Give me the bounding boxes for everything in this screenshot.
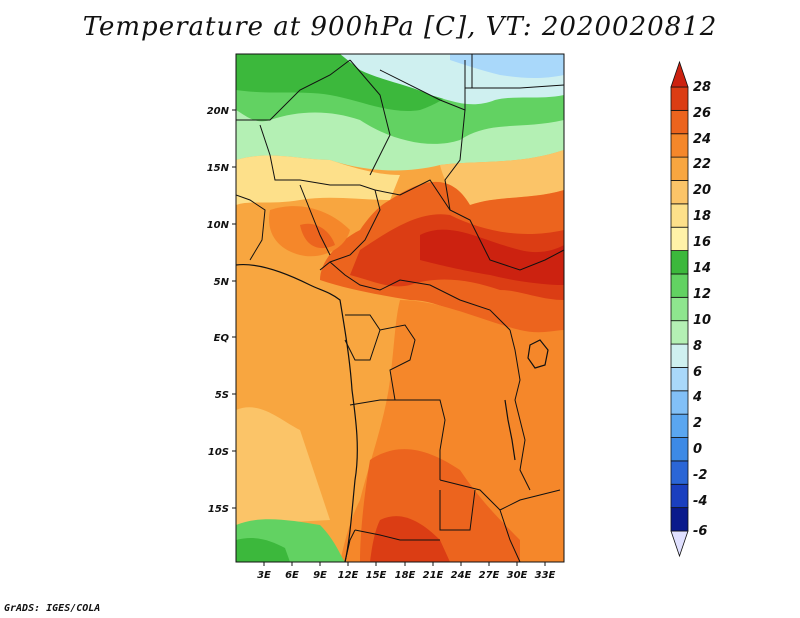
map-frame: [235, 53, 565, 563]
colorbar-label: 24: [693, 132, 711, 147]
latitude-axis: 20N 15N 10N 5N EQ 5S 10S 15S: [207, 106, 236, 515]
lon-label: 33E: [535, 570, 556, 581]
colorbar-label: 2: [693, 416, 702, 431]
colorbar-swatch: [670, 180, 689, 205]
colorbar-label: -4: [693, 494, 707, 509]
lat-label: 15N: [207, 163, 230, 174]
colorbar-label: -2: [693, 468, 707, 483]
lat-label: 5N: [214, 277, 230, 288]
temperature-field: [236, 54, 564, 562]
colorbar-label: 20: [693, 183, 711, 198]
lon-label: 24E: [451, 570, 472, 581]
colorbar-label: 28: [693, 80, 711, 95]
colorbar-label: 4: [692, 390, 702, 405]
colorbar-swatch: [670, 296, 689, 322]
colorbar-label: 8: [693, 339, 702, 354]
colorbar-swatch: [670, 507, 689, 532]
longitude-axis: 3E 6E 9E 12E 15E 18E 21E 24E 27E 30E 33E: [257, 562, 556, 581]
colorbar-swatch: [670, 437, 689, 462]
colorbar-label: 18: [693, 209, 711, 224]
lat-label: 10S: [208, 447, 229, 458]
colorbar-label: 26: [693, 106, 711, 121]
lon-label: 9E: [313, 570, 327, 581]
colorbar-swatch: [670, 86, 689, 111]
colorbar-swatch: [670, 390, 689, 415]
colorbar-label: 0: [693, 442, 702, 457]
colorbar-label: 6: [693, 365, 702, 380]
lat-label: 10N: [207, 220, 230, 231]
colorbar: 28 26 24 22 20 18 16 14 12 10 8 6 4 2 0 …: [670, 60, 711, 558]
colorbar-swatch: [670, 343, 689, 368]
colorbar-swatch: [670, 320, 689, 345]
lon-label: 21E: [423, 570, 444, 581]
lon-label: 3E: [257, 570, 271, 581]
lon-label: 30E: [507, 570, 528, 581]
lon-label: 18E: [395, 570, 416, 581]
lon-label: 27E: [479, 570, 500, 581]
lat-label: EQ: [214, 333, 230, 344]
colorbar-label: -6: [693, 524, 707, 539]
lat-label: 15S: [208, 504, 229, 515]
map-title: Temperature at 900hPa [C], VT: 202002081…: [82, 12, 718, 42]
lon-label: 6E: [285, 570, 299, 581]
colorbar-label: 12: [693, 287, 711, 302]
colorbar-swatch: [670, 413, 689, 438]
colorbar-swatch: [670, 109, 689, 135]
colorbar-swatch: [670, 203, 689, 228]
colorbar-swatch: [670, 156, 689, 181]
country-borders: [236, 54, 564, 562]
lat-label: 20N: [207, 106, 230, 117]
colorbar-arrow-top: [670, 60, 689, 88]
colorbar-swatch: [670, 483, 689, 509]
lon-label: 12E: [338, 570, 359, 581]
colorbar-swatch: [670, 250, 689, 275]
colorbar-label: 16: [693, 235, 711, 250]
grads-credit: GrADS: IGES/COLA: [4, 603, 101, 614]
colorbar-swatch: [670, 367, 689, 392]
colorbar-swatch: [670, 273, 689, 298]
lat-label: 5S: [215, 390, 229, 401]
colorbar-swatch: [670, 460, 689, 485]
colorbar-label: 14: [693, 261, 711, 276]
colorbar-swatch: [670, 133, 689, 158]
colorbar-swatch: [670, 226, 689, 251]
colorbar-label: 22: [693, 157, 711, 172]
colorbar-label: 10: [693, 313, 711, 328]
lon-label: 15E: [366, 570, 387, 581]
colorbar-arrow-bottom: [670, 530, 689, 558]
